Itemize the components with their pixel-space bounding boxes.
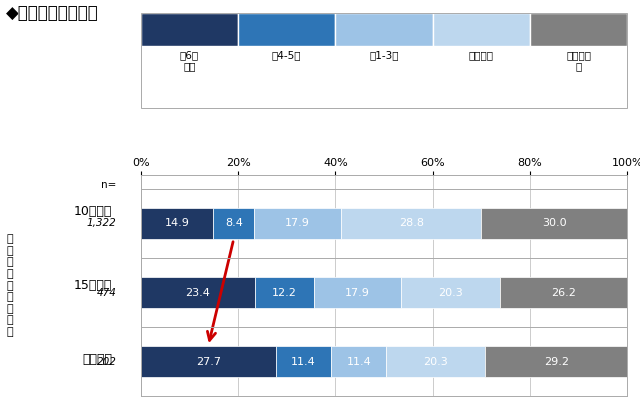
Text: 週6日
以上: 週6日 以上 [180,50,199,72]
Bar [213,208,254,239]
Text: それ以下: それ以下 [468,50,494,60]
Text: 20.3: 20.3 [424,357,448,367]
Text: 202: 202 [97,357,116,367]
Text: 12.2: 12.2 [272,288,297,298]
Text: 自
宅
ー
駅
の
徒
歩
時
間: 自 宅 ー 駅 の 徒 歩 時 間 [6,234,13,337]
Text: 29.2: 29.2 [544,357,569,367]
Bar [485,346,627,377]
Bar [401,277,500,308]
Text: 17.9: 17.9 [285,219,310,229]
Bar [255,277,314,308]
Bar [141,346,276,377]
Bar [141,208,213,239]
Text: 利用しな
い: 利用しな い [566,50,591,72]
Bar [481,208,627,239]
Text: 20.3: 20.3 [438,288,463,298]
Text: 8.4: 8.4 [225,219,243,229]
Bar [387,346,485,377]
Bar [500,277,627,308]
Text: 14.9: 14.9 [164,219,189,229]
Text: 17.9: 17.9 [345,288,370,298]
Text: 11.4: 11.4 [291,357,316,367]
Text: 週1-3日: 週1-3日 [369,50,399,60]
Text: 1,322: 1,322 [87,219,116,229]
Bar [254,208,341,239]
Text: 474: 474 [97,288,116,298]
Bar [314,277,401,308]
Bar [331,346,387,377]
Text: 30.0: 30.0 [542,219,566,229]
Bar [341,208,481,239]
Bar [141,277,255,308]
Text: それ以上: それ以上 [82,353,112,366]
Text: 27.7: 27.7 [196,357,221,367]
Text: ◆自転車の利用頻度: ◆自転車の利用頻度 [6,4,99,22]
Text: 26.2: 26.2 [551,288,576,298]
Text: 23.4: 23.4 [185,288,210,298]
Text: 11.4: 11.4 [346,357,371,367]
Text: n=: n= [101,181,116,191]
Text: 28.8: 28.8 [399,219,424,229]
Text: 週4-5日: 週4-5日 [272,50,301,60]
Bar [276,346,331,377]
Text: 10分以内: 10分以内 [74,206,112,219]
Text: 15分以内: 15分以内 [74,279,112,292]
